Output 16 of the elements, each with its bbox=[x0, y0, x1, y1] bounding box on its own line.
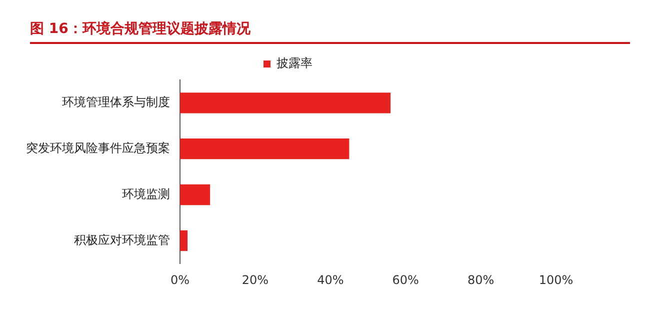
bar bbox=[180, 230, 188, 251]
x-tick-label: 80% bbox=[467, 272, 494, 287]
y-tick-label: 突发环境风险事件应急预案 bbox=[26, 140, 170, 155]
y-tick-label: 环境管理体系与制度 bbox=[62, 95, 170, 110]
y-tick-label: 积极应对环境监管 bbox=[74, 232, 170, 247]
bar bbox=[180, 138, 350, 160]
x-tick-label: 40% bbox=[317, 272, 344, 287]
bar bbox=[180, 92, 391, 114]
bar bbox=[180, 184, 210, 206]
y-tick-label: 环境监测 bbox=[122, 186, 170, 201]
chart-title: 图 16：环境合规管理议题披露情况 bbox=[30, 20, 630, 44]
x-tick-label: 20% bbox=[242, 272, 269, 287]
x-tick-label: 100% bbox=[538, 272, 574, 287]
x-tick-label: 60% bbox=[392, 272, 419, 287]
legend-label: 披露率 bbox=[276, 56, 312, 70]
x-tick-label: 0% bbox=[170, 272, 190, 287]
